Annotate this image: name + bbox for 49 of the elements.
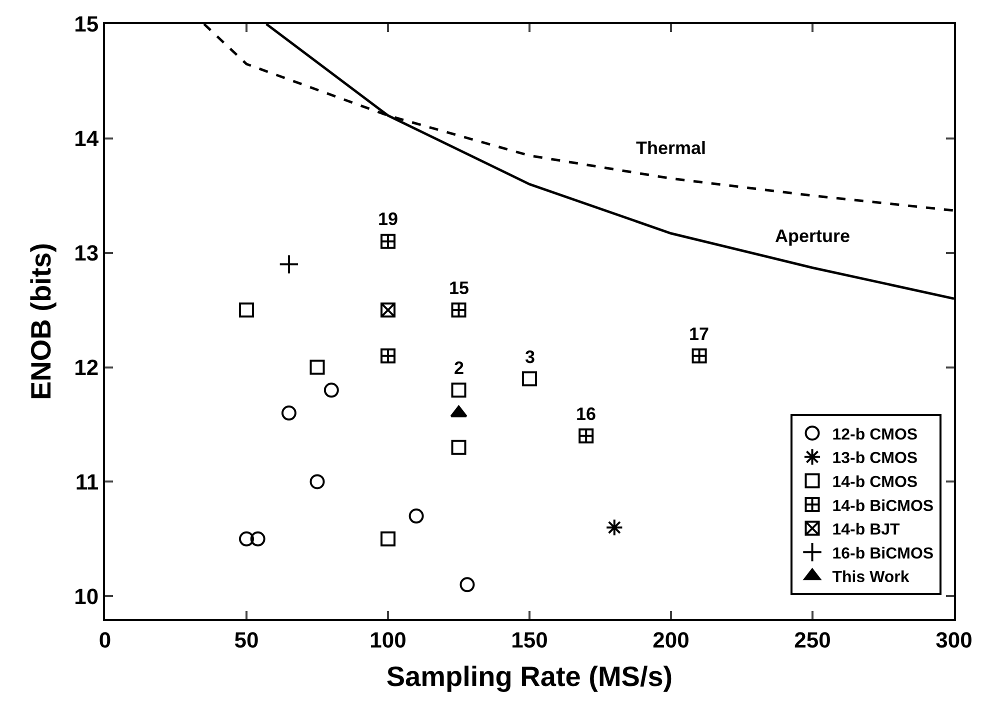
series-label: Aperture	[775, 226, 850, 246]
y-tick-label: 10	[74, 584, 99, 609]
annotation: 19	[378, 209, 398, 229]
x-axis-title: Sampling Rate (MS/s)	[386, 661, 673, 692]
annotation: 17	[689, 324, 710, 344]
point	[451, 382, 466, 398]
point	[692, 348, 707, 364]
point	[606, 518, 624, 536]
x-tick-label: 50	[234, 627, 259, 652]
point	[522, 371, 537, 386]
x-tick-label: 0	[98, 627, 112, 652]
legend-label: 14-b BiCMOS	[832, 498, 934, 515]
annotation: 3	[525, 347, 536, 367]
point	[310, 360, 325, 375]
point	[281, 406, 296, 421]
y-tick-label: 14	[74, 126, 100, 152]
y-tick-label: 13	[74, 240, 99, 266]
series-label: Thermal	[636, 138, 706, 158]
point	[380, 234, 396, 249]
point	[380, 531, 396, 546]
point	[451, 440, 466, 455]
x-tick-label: 250	[794, 627, 831, 652]
legend-label: 14-b BJT	[832, 522, 900, 539]
point	[380, 348, 396, 364]
point	[278, 254, 300, 274]
point	[408, 508, 424, 524]
x-tick-label: 200	[652, 627, 690, 652]
annotation: 2	[454, 358, 464, 378]
legend-label: 12-b CMOS	[832, 426, 918, 444]
point	[310, 474, 325, 490]
point	[460, 577, 475, 592]
legend-label: This Work	[832, 569, 910, 586]
legend-label: 14-b CMOS	[832, 474, 918, 491]
legend-label: 16-b BiCMOS	[832, 545, 934, 562]
y-tick-label: 11	[75, 469, 99, 494]
point	[380, 302, 396, 318]
x-tick-label: 100	[370, 627, 406, 652]
point	[324, 382, 339, 398]
point	[451, 302, 466, 318]
y-tick-label: 15	[74, 12, 99, 37]
legend-label: 13-b CMOS	[832, 450, 918, 468]
x-tick-label: 300	[936, 627, 972, 652]
y-axis-title: ENOB (bits)	[25, 242, 56, 400]
annotation: 15	[449, 278, 470, 298]
x-tick-label: 150	[511, 627, 548, 652]
y-tick-label: 12	[74, 354, 99, 380]
annotation: 16	[576, 404, 596, 424]
point	[578, 428, 594, 444]
point	[239, 302, 254, 318]
